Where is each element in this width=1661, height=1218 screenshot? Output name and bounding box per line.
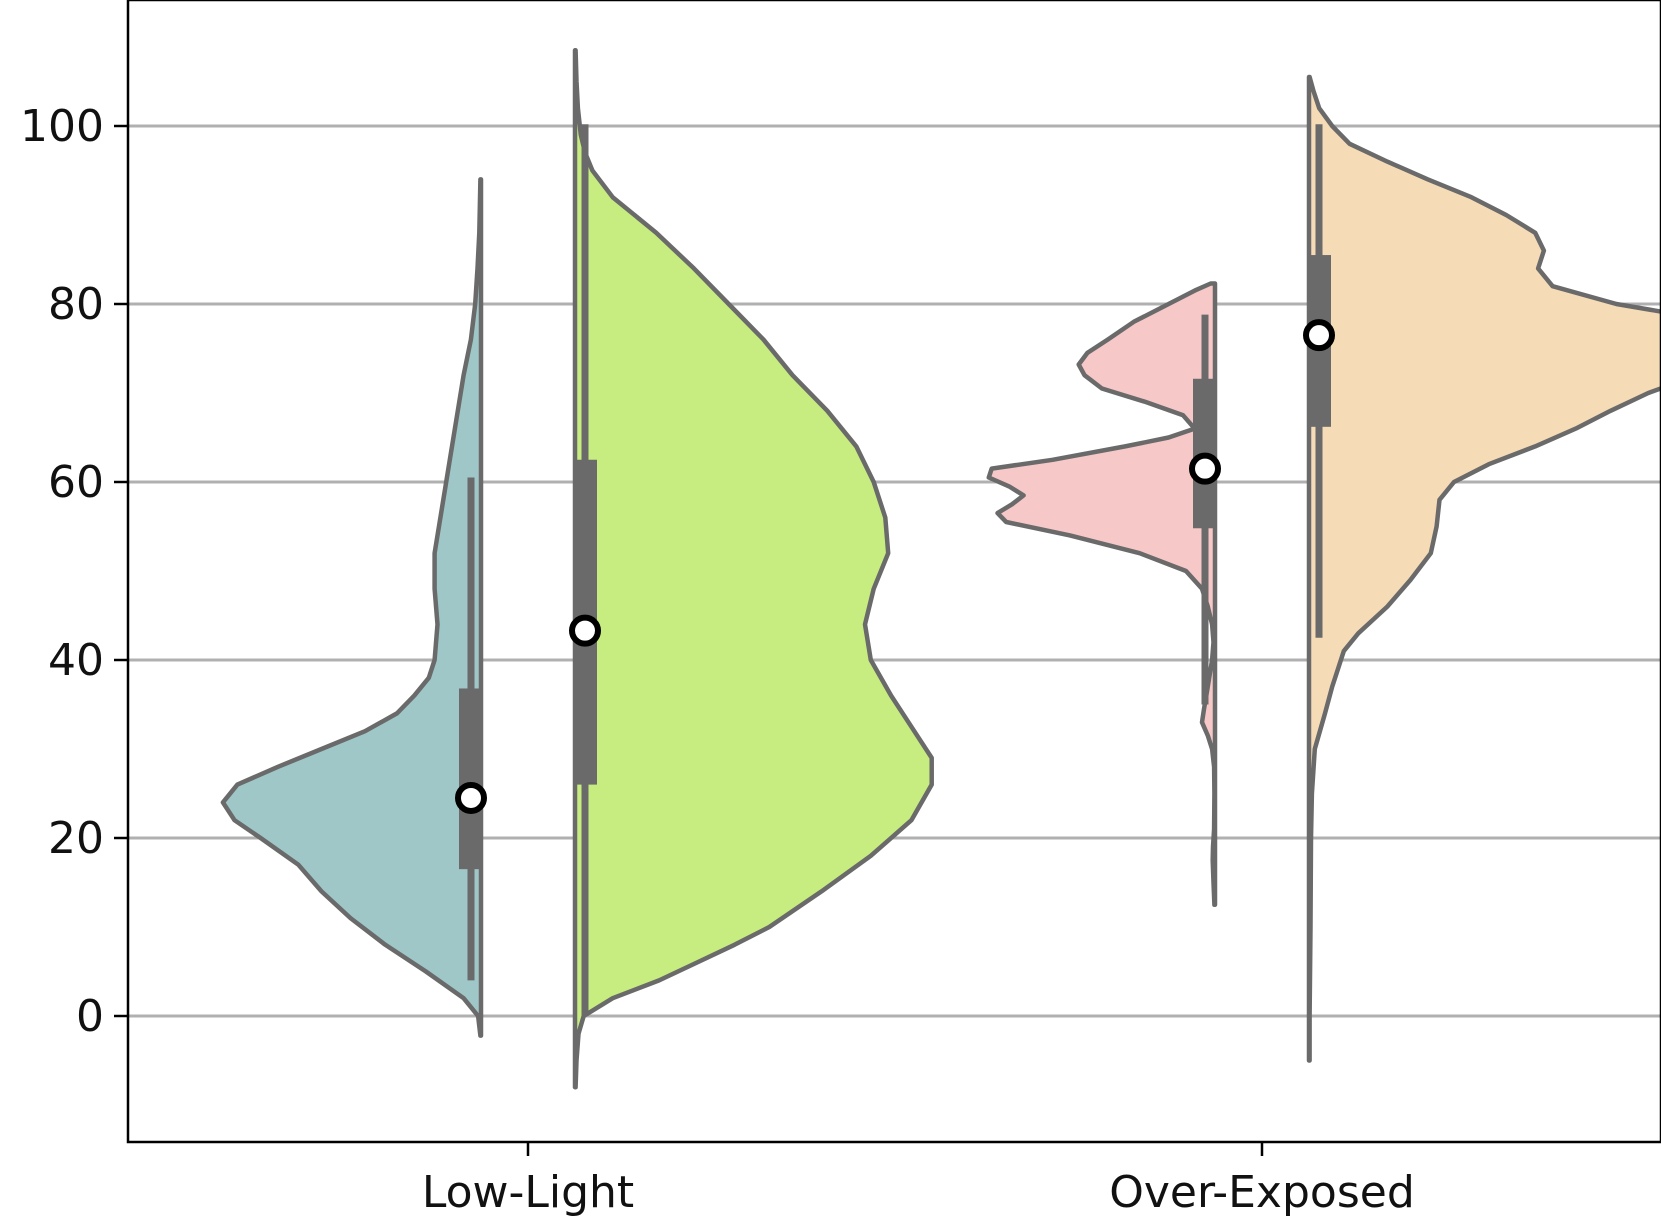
- box-summaries: [455, 124, 1335, 1016]
- violin-over-exposed-right: [1306, 74, 1661, 1063]
- ytick-label-20: 20: [48, 813, 104, 864]
- xtick-label-low-light: Low-Light: [422, 1167, 634, 1218]
- violin-over-exposed-left: [986, 281, 1218, 908]
- ytick-label-0: 0: [76, 991, 104, 1042]
- median-dot-low-light-left: [455, 781, 487, 814]
- xtick-label-over-exposed: Over-Exposed: [1109, 1167, 1415, 1218]
- ytick-label-60: 60: [48, 457, 104, 508]
- ytick-label-100: 100: [20, 101, 104, 152]
- median-dot-low-light-right: [569, 614, 601, 647]
- violin-low-light-right: [572, 48, 934, 1090]
- ytick-label-40: 40: [48, 635, 104, 686]
- x-axis-ticks: Low-Light Over-Exposed: [422, 1142, 1415, 1218]
- y-axis-ticks: 0 20 40 60 80 100: [20, 101, 128, 1042]
- violin-low-light-left: [220, 177, 484, 1038]
- iqr-box-low-light-left: [459, 688, 483, 870]
- violins: [220, 48, 1661, 1090]
- plot-frame: [126, 0, 1661, 1144]
- median-dot-over-exposed-left: [1189, 452, 1221, 485]
- ytick-label-80: 80: [48, 279, 104, 330]
- median-dot-over-exposed-right: [1303, 319, 1335, 352]
